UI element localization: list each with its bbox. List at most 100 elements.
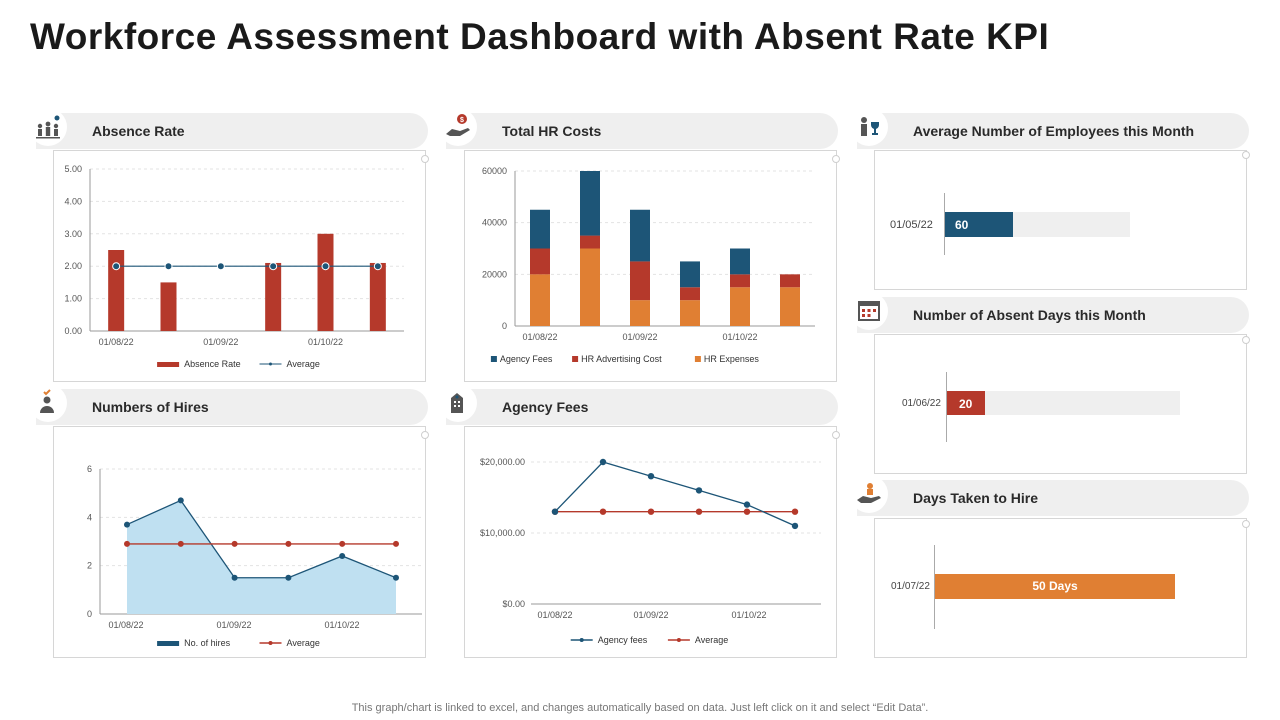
point-hires <box>124 521 130 528</box>
money-hand-icon: $ <box>439 108 477 146</box>
x-tick-label: 01/08/22 <box>108 620 143 630</box>
x-tick-label: 01/09/22 <box>203 337 238 347</box>
bar-segment-agency-fees <box>630 209 650 262</box>
point-average <box>112 262 121 271</box>
legend-swatch <box>572 356 579 362</box>
kpi-value: 20 <box>959 397 973 411</box>
x-tick-label: 01/10/22 <box>731 610 766 620</box>
bar-segment-hr-advertising-cost <box>630 261 650 301</box>
bar-segment-hr-expenses <box>680 300 700 326</box>
point-average <box>164 262 173 271</box>
y-tick-label: 4.00 <box>64 196 82 206</box>
x-tick-label: 01/10/22 <box>324 620 359 630</box>
y-tick-label: 4 <box>87 512 92 522</box>
absence-rate-panel: 0.00 1.00 2.00 3.00 4.00 5.00 01/08/22 01/09/22… <box>53 150 426 382</box>
panel-corner-dot <box>1242 336 1250 344</box>
bar-absence-rate <box>160 282 177 331</box>
panel-corner-dot <box>832 431 840 439</box>
point-hires <box>177 497 184 504</box>
x-tick-label: 01/10/22 <box>722 332 757 342</box>
hires-panel: 0 2 4 6 01/08/22 01/09/22 01/10/22 No. of hires… <box>53 426 426 658</box>
kpi-track: 20 <box>947 391 1180 415</box>
days-to-hire-title: Days Taken to Hire <box>913 490 1039 506</box>
legend-swatch <box>157 362 180 367</box>
kpi-track: 50 Days <box>935 574 1175 599</box>
kpi-bar-fill: 20 <box>947 391 985 415</box>
bar-segment-hr-expenses <box>580 248 600 326</box>
avg-employees-panel: 01/05/22 60 <box>874 150 1247 290</box>
area-hires <box>127 500 396 614</box>
y-tick-label: 5.00 <box>64 164 82 174</box>
point-agency-fees <box>599 458 607 466</box>
panel-corner-dot <box>1242 151 1250 159</box>
absent-days-header: Number of Absent Days this Month <box>850 292 1249 333</box>
point-hires <box>231 574 238 581</box>
y-tick-label: 60000 <box>482 166 507 176</box>
legend-label: HR Expenses <box>704 354 760 364</box>
avg-employees-header: Average Number of Employees this Month <box>850 108 1249 149</box>
legend-label: Agency Fees <box>500 354 553 364</box>
x-tick-label: 01/08/22 <box>537 610 572 620</box>
x-tick-label: 01/09/22 <box>622 332 657 342</box>
y-tick-label: $0.00 <box>502 599 525 609</box>
avg-employees-title: Average Number of Employees this Month <box>913 123 1195 139</box>
point-average <box>791 508 799 515</box>
kpi-date: 01/07/22 <box>891 581 930 592</box>
point-hires <box>339 553 346 559</box>
bar-segment-hr-expenses <box>530 274 550 326</box>
line-agency-fees <box>554 461 796 527</box>
absence-rate-header: Absence Rate <box>29 108 428 149</box>
bar-segment-hr-advertising-cost <box>530 248 550 275</box>
x-tick-label: 01/10/22 <box>308 337 343 347</box>
numbers-of-hires-header: Numbers of Hires <box>29 384 428 425</box>
days-to-hire-header: Days Taken to Hire <box>850 475 1249 516</box>
kpi-date: 01/05/22 <box>890 219 933 231</box>
legend-label: Absence Rate <box>184 359 241 369</box>
bar-segment-hr-advertising-cost <box>730 274 750 288</box>
panel-corner-dot <box>421 155 429 163</box>
kpi-bar-fill: 60 <box>945 212 1014 237</box>
bar-absence-rate <box>369 262 386 331</box>
absent-days-title: Number of Absent Days this Month <box>913 307 1146 323</box>
bar-segment-hr-advertising-cost <box>780 274 800 288</box>
kpi-bar-fill: 50 Days <box>935 574 1175 599</box>
point-average <box>124 540 130 547</box>
legend-label: Average <box>287 638 320 648</box>
point-agency-fees <box>743 501 751 508</box>
point-average <box>269 262 278 271</box>
days-to-hire-panel: 01/07/22 50 Days <box>874 518 1247 658</box>
point-average <box>743 508 751 515</box>
legend-marker <box>676 638 681 642</box>
legend-label: HR Advertising Cost <box>581 354 662 364</box>
y-tick-label: 0.00 <box>64 326 82 336</box>
hr-costs-panel: 0 20000 40000 60000 01/08/22 01/09/22 01/10/22… <box>464 150 837 382</box>
hr-costs-chart: 0 20000 40000 60000 01/08/22 01/09/22 01/10/22… <box>482 166 815 364</box>
legend-label: No. of hires <box>184 638 231 648</box>
legend-marker <box>269 362 272 366</box>
x-tick-label: 01/09/22 <box>633 610 668 620</box>
y-tick-label: 6 <box>87 464 92 474</box>
point-agency-fees <box>647 473 655 480</box>
bar-segment-hr-expenses <box>730 287 750 326</box>
legend-swatch <box>490 356 497 362</box>
agency-fees-chart: $0.00 $10,000.00 $20,000.00 01/08/22 01/09/2… <box>480 457 821 645</box>
y-tick-label: 20000 <box>482 269 507 279</box>
point-average <box>695 508 703 515</box>
bar-absence-rate <box>265 262 282 331</box>
svg-text:$: $ <box>460 117 464 124</box>
point-average <box>216 262 225 271</box>
y-tick-label: 2.00 <box>64 261 82 271</box>
point-average <box>647 508 655 515</box>
legend-swatch <box>157 641 180 646</box>
calendar-icon <box>850 292 888 330</box>
hand-person-icon <box>850 475 888 513</box>
kpi-value: 60 <box>955 218 969 232</box>
agency-fees-panel: $0.00 $10,000.00 $20,000.00 01/08/22 01/09/2… <box>464 426 837 658</box>
point-average <box>339 540 346 547</box>
numbers-of-hires-title: Numbers of Hires <box>92 399 209 415</box>
footer-note: This graph/chart is linked to excel, and… <box>351 702 929 714</box>
bar-segment-agency-fees <box>730 248 750 275</box>
y-tick-label: $20,000.00 <box>480 457 525 467</box>
point-average <box>373 262 382 271</box>
agency-fees-header: Agency Fees <box>439 384 838 425</box>
